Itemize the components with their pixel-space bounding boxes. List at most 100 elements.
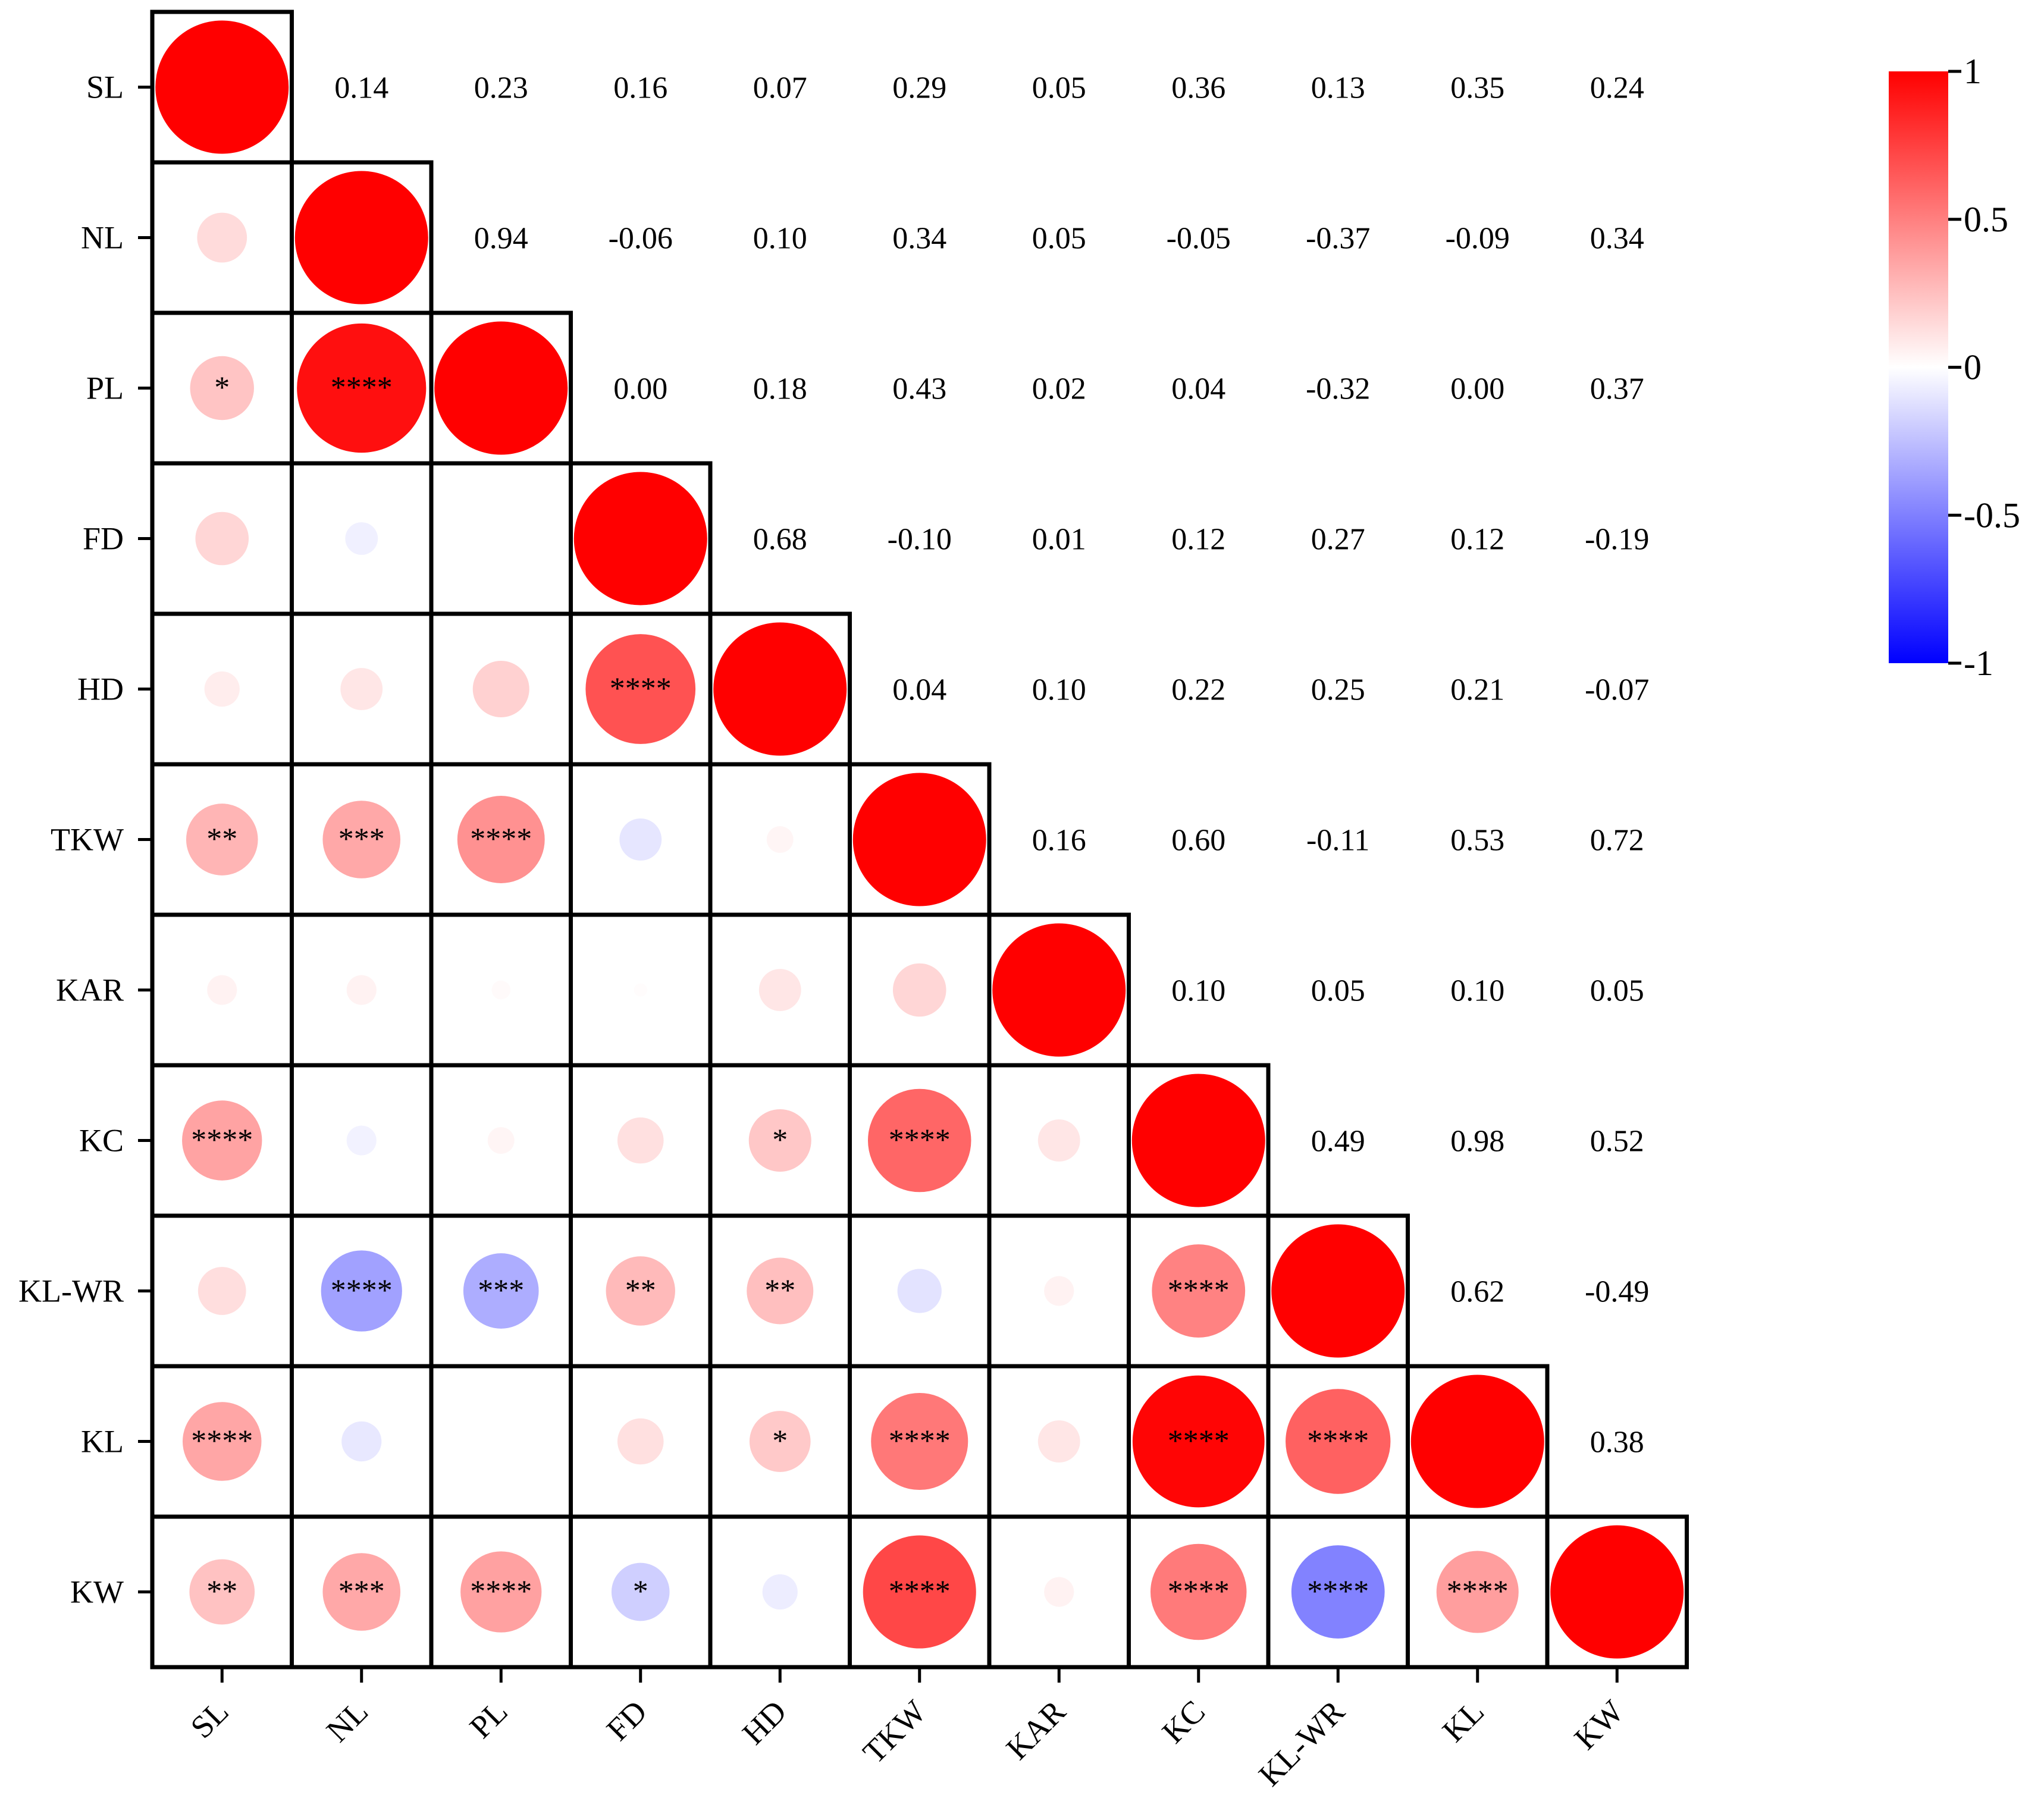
x-tick-label: PL	[463, 1693, 515, 1745]
x-tick-label: HD	[735, 1693, 794, 1752]
correlation-value-label: 0.02	[1032, 372, 1086, 406]
correlation-value-label: 0.68	[753, 523, 807, 557]
correlation-circle	[197, 212, 247, 263]
correlation-value-label: 0.94	[474, 222, 528, 256]
correlation-circle	[619, 818, 662, 861]
correlation-value-label: 0.10	[1032, 673, 1086, 707]
significance-label: ****	[1168, 1575, 1230, 1609]
correlation-value-label: 0.23	[474, 71, 528, 105]
correlation-value-label: 0.12	[1450, 523, 1504, 557]
x-tick-label: TKW	[856, 1693, 933, 1770]
correlation-circle	[346, 975, 377, 1005]
correlation-value-label: 0.10	[1171, 974, 1225, 1008]
correlation-value-label: 0.12	[1171, 523, 1225, 557]
correlation-circle	[634, 983, 647, 997]
correlation-circle	[340, 668, 383, 710]
correlation-circle	[748, 1109, 811, 1172]
lower-triangle-cells: * ********** *** ******** * ******** *** ** ** **…	[150, 10, 1689, 1670]
correlation-circle	[713, 622, 847, 756]
y-tick-label: KL	[81, 1424, 124, 1460]
colorbar-tick-label: 0	[1964, 348, 1982, 387]
significance-label: ****	[1447, 1575, 1509, 1609]
significance-label: ****	[1307, 1575, 1369, 1609]
correlation-value-label: 0.05	[1032, 71, 1086, 105]
colorbar: 1 0.5 0 -0.5 -1	[1889, 52, 2020, 683]
correlation-circle	[1150, 1543, 1247, 1640]
significance-label: **	[206, 823, 237, 856]
correlation-value-label: 0.05	[1590, 974, 1644, 1008]
correlation-value-label: 0.98	[1450, 1125, 1504, 1159]
correlation-circle	[1550, 1525, 1684, 1659]
y-tick-label: KC	[79, 1123, 124, 1159]
significance-label: ***	[338, 1575, 385, 1609]
correlation-circle	[1132, 1375, 1265, 1508]
significance-label: ****	[1168, 1274, 1230, 1308]
x-tick-label: NL	[319, 1693, 375, 1749]
correlation-circle	[182, 1100, 262, 1181]
y-tick-label: PL	[86, 371, 124, 406]
colorbar-tick-label: -1	[1964, 644, 1993, 683]
correlation-value-label: 0.49	[1311, 1125, 1365, 1159]
correlation-circle	[197, 1267, 246, 1315]
upper-triangle-values: 0.14 0.23 0.16 0.07 0.29 0.05 0.36 0.13 0.35 0.24…	[334, 71, 1649, 1460]
significance-label: ****	[191, 1424, 253, 1458]
correlation-value-label: 0.60	[1171, 824, 1225, 858]
correlation-circle	[434, 321, 568, 455]
y-axis: SL NL PL FD HD TKW KAR KC KL-WR KL KW	[18, 70, 152, 1610]
correlation-value-label: 0.52	[1590, 1125, 1644, 1159]
correlation-circle	[186, 804, 258, 876]
correlation-circle	[1131, 1074, 1265, 1207]
correlation-value-label: 0.25	[1311, 673, 1365, 707]
significance-label: ****	[470, 1575, 532, 1609]
x-tick-label: KL	[1435, 1693, 1491, 1749]
correlation-value-label: 0.05	[1032, 222, 1086, 256]
colorbar-ticks: 1 0.5 0 -0.5 -1	[1948, 52, 2020, 683]
significance-label: ****	[610, 672, 672, 706]
correlation-circle	[1037, 1420, 1080, 1463]
correlation-circle	[1152, 1244, 1246, 1338]
correlation-circle	[345, 522, 378, 555]
correlation-circle	[195, 512, 249, 566]
significance-label: ****	[1307, 1424, 1369, 1458]
correlation-circle	[766, 826, 794, 853]
correlation-value-label: 0.00	[613, 372, 667, 406]
x-tick-label: KC	[1155, 1693, 1212, 1750]
correlation-value-label: -0.07	[1585, 673, 1649, 707]
y-tick-label: SL	[86, 70, 124, 105]
significance-label: ***	[478, 1274, 524, 1308]
significance-label: ****	[889, 1424, 951, 1458]
correlation-circle	[892, 963, 946, 1017]
colorbar-gradient	[1889, 71, 1948, 663]
correlation-circle	[617, 1418, 664, 1465]
y-tick-label: KW	[70, 1574, 124, 1610]
significance-label: *	[772, 1424, 788, 1458]
significance-label: ****	[191, 1124, 253, 1157]
significance-label: ****	[889, 1575, 951, 1609]
correlation-circle	[1291, 1545, 1385, 1639]
correlation-value-label: -0.09	[1446, 222, 1510, 256]
correlation-circle	[762, 1574, 798, 1610]
correlation-circle	[204, 671, 240, 707]
correlation-circle	[611, 1562, 670, 1621]
correlation-circle	[463, 1253, 539, 1329]
colorbar-tick-label: 1	[1964, 52, 1982, 91]
correlation-circle	[207, 975, 237, 1005]
correlation-value-label: 0.72	[1590, 824, 1644, 858]
correlation-value-label: 0.01	[1032, 523, 1086, 557]
x-tick-label: KW	[1568, 1693, 1631, 1756]
y-tick-label: FD	[83, 521, 124, 557]
correlation-circle	[297, 323, 427, 453]
y-tick-label: KL-WR	[18, 1273, 124, 1309]
correlation-circle	[189, 1559, 255, 1625]
correlation-value-label: 0.04	[892, 673, 946, 707]
correlation-value-label: 0.24	[1590, 71, 1644, 105]
correlation-value-label: 0.21	[1450, 673, 1504, 707]
correlation-circle	[758, 969, 801, 1011]
correlation-value-label: 0.27	[1311, 523, 1365, 557]
correlation-circle	[1044, 1577, 1074, 1607]
significance-label: *	[214, 371, 230, 405]
correlation-circle	[487, 1127, 515, 1154]
correlation-value-label: -0.37	[1306, 222, 1370, 256]
correlation-value-label: -0.49	[1585, 1275, 1649, 1309]
